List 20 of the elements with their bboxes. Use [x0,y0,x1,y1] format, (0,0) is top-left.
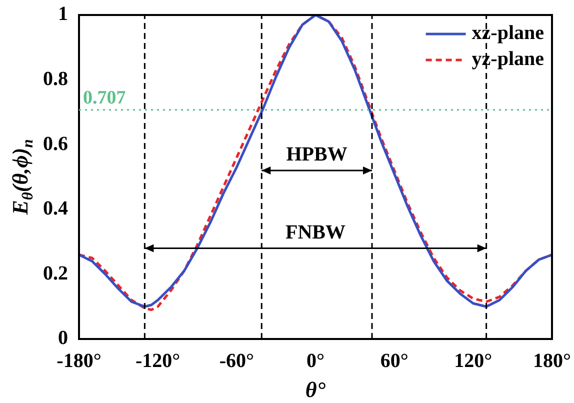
y-axis-title: Eθ(θ,ϕ)n [8,139,37,216]
y-tick-label: 0.4 [43,198,68,220]
y-tick-label: 0.6 [43,132,68,155]
x-tick-label: -120° [136,350,180,372]
legend-label: xz-plane [472,22,544,44]
y-tick-label: 1 [58,3,68,26]
annotation: HPBW [286,144,348,166]
y-tick-label: 0.8 [43,68,68,90]
x-tick-label: -60° [219,350,254,372]
y-tick-label: 0 [58,327,68,350]
y-tick-label: 0.2 [43,262,68,284]
x-axis-title: θ° [305,377,326,402]
x-tick-label: 0° [306,350,324,372]
ref-line-label: 0.707 [83,87,126,108]
x-tick-label: -180° [56,350,102,372]
x-tick-label: 60° [380,350,408,372]
legend-label: yz-plane [472,48,544,70]
x-tick-label: 180° [533,350,571,372]
x-tick-label: 120° [454,350,492,372]
annotation: FNBW [286,221,346,244]
